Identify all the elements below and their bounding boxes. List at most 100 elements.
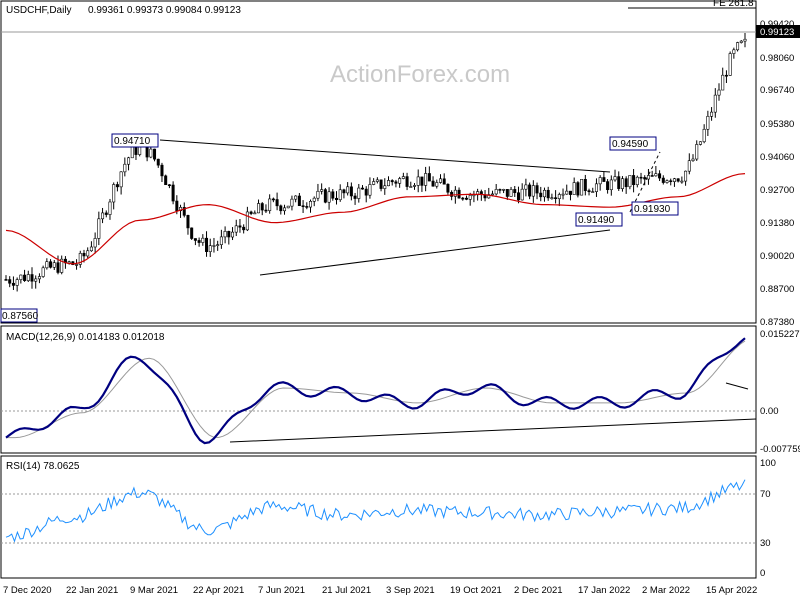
candle-body [724, 74, 728, 77]
candle-body [67, 261, 71, 264]
candle-body [45, 261, 49, 269]
candle-body [531, 185, 535, 197]
candle-body [587, 190, 591, 193]
candle-body [435, 182, 439, 187]
x-tick-label: 17 Jan 2022 [578, 585, 630, 596]
candle-body [264, 209, 268, 212]
candle-body [446, 183, 450, 193]
annotation-box [609, 136, 657, 151]
candle-body [331, 191, 335, 199]
candle-body [669, 180, 673, 183]
candle-body [23, 274, 27, 281]
candle-body [427, 173, 431, 182]
candle-body [658, 173, 662, 179]
candle-body [609, 179, 613, 191]
candle-body [271, 198, 275, 201]
candle-body [52, 262, 56, 268]
candle-body [312, 197, 316, 202]
candle-body [650, 175, 654, 177]
candle-body [349, 186, 353, 197]
candle-body [357, 187, 361, 199]
candle-body [598, 177, 602, 185]
candle-body [710, 111, 714, 117]
candle-body [249, 211, 253, 214]
candle-body [516, 192, 520, 201]
annotation-label: 0.94710 [114, 136, 151, 147]
candle-body [30, 274, 34, 282]
candle-body [464, 197, 468, 200]
candle-body [520, 188, 524, 201]
candle-body [546, 189, 550, 199]
x-tick-label: 2 Mar 2022 [642, 585, 690, 596]
candle-body [153, 148, 157, 160]
candle-body [535, 185, 539, 194]
candle-body [565, 190, 569, 195]
candle-body [505, 189, 509, 197]
upper-trendline [159, 139, 611, 173]
macd-panel-frame [0, 325, 757, 454]
candle-body [164, 175, 168, 186]
price-ytick: 0.95380 [760, 119, 794, 130]
candle-body [286, 205, 290, 209]
annotation-box [631, 201, 679, 216]
candle-body [86, 250, 90, 257]
candle-body [182, 207, 186, 216]
candle-body [342, 189, 346, 194]
candle-body [245, 211, 249, 231]
candle-body [353, 195, 357, 199]
candle-body [524, 184, 528, 190]
candle-body [576, 182, 580, 196]
price-ytick: 0.88700 [760, 284, 794, 295]
price-ytick: 0.99420 [760, 19, 794, 30]
candle-body [175, 200, 179, 212]
rsi-ytick: 100 [760, 458, 776, 469]
fib-level-label: FE 261.8 [713, 0, 754, 9]
candle-body [275, 199, 279, 207]
candle-body [19, 274, 23, 280]
macd-ytick: 0.015227 [760, 329, 800, 340]
candle-body [739, 40, 743, 43]
candle-body [450, 191, 454, 197]
candle-body [468, 194, 472, 200]
candle-body [171, 184, 175, 202]
candle-body [11, 282, 15, 286]
candle-body [134, 146, 138, 155]
price-panel-frame [0, 0, 757, 324]
x-tick-label: 7 Dec 2020 [3, 585, 52, 596]
candle-body [197, 240, 201, 243]
candle-body [301, 205, 305, 208]
candle-body [4, 279, 8, 281]
annotation-box [111, 133, 159, 148]
candle-body [368, 184, 372, 196]
candle-body [390, 180, 394, 183]
annotation-label: 0.91930 [634, 204, 671, 215]
candle-body [190, 227, 194, 239]
candle-body [201, 237, 205, 243]
candle-body [398, 178, 402, 184]
candle-body [108, 201, 112, 215]
candle-body [305, 206, 309, 208]
candle-body [15, 279, 19, 286]
candle-body [294, 195, 298, 200]
price-ytick: 0.94060 [760, 152, 794, 163]
x-tick-label: 22 Jan 2021 [66, 585, 118, 596]
rsi-ytick: 70 [760, 489, 771, 500]
candle-body [680, 180, 684, 183]
candle-body [320, 189, 324, 192]
candle-body [49, 261, 53, 268]
candle-body [375, 179, 379, 182]
current-price-label: 0.99123 [760, 27, 794, 38]
candle-body [620, 178, 624, 189]
candle-body [490, 193, 494, 196]
candle-body [431, 180, 435, 187]
candle-body [41, 267, 45, 277]
candle-body [205, 237, 209, 252]
x-tick-label: 3 Sep 2021 [386, 585, 435, 596]
price-ytick: 0.91380 [760, 218, 794, 229]
candle-body [227, 231, 231, 238]
candle-body [394, 181, 398, 184]
rsi-line [5, 479, 746, 543]
x-tick-label: 21 Jul 2021 [322, 585, 371, 596]
candle-body [442, 178, 446, 185]
candle-body [309, 201, 313, 208]
